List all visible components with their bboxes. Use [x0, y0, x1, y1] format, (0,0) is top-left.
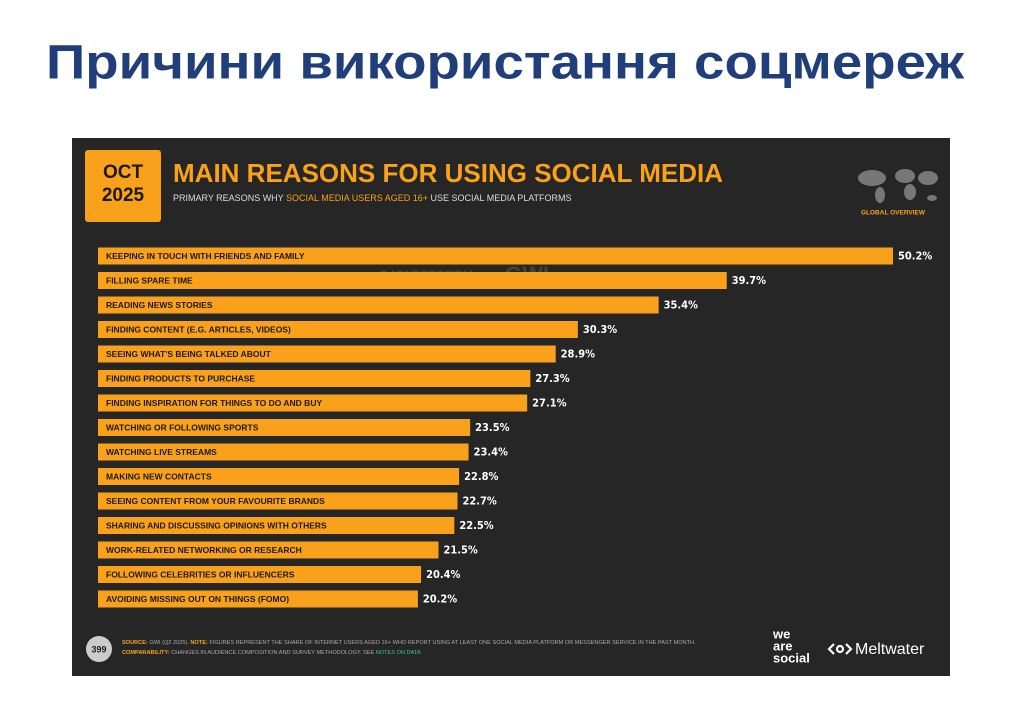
category-label: WATCHING OR FOLLOWING SPORTS: [106, 422, 259, 432]
note-label: NOTE:: [190, 640, 208, 646]
chart-subtitle: PRIMARY REASONS WHY SOCIAL MEDIA USERS A…: [173, 193, 572, 203]
chart-title: MAIN REASONS FOR USING SOCIAL MEDIA: [173, 158, 723, 188]
comparability-label: COMPARABILITY:: [122, 650, 170, 656]
category-label: WORK-RELATED NETWORKING OR RESEARCH: [106, 545, 302, 555]
category-label: MAKING NEW CONTACTS: [106, 471, 212, 481]
bar: [98, 321, 578, 338]
value-label: 39.7%: [732, 274, 766, 287]
bar: [98, 492, 458, 510]
value-label: 27.1%: [532, 397, 566, 410]
page-number: 399: [91, 644, 106, 654]
source-note: SOURCE: GWI (Q2 2025). NOTE: FIGURES REP…: [122, 640, 696, 646]
category-label: AVOIDING MISSING OUT ON THINGS (FOMO): [106, 594, 289, 604]
source: GWI (Q2 2025).: [148, 640, 191, 646]
meltwater-logo: [827, 643, 853, 655]
value-label: 50.2%: [898, 250, 932, 263]
brand-was: social: [773, 650, 810, 665]
bar: [98, 566, 422, 583]
bar: [98, 272, 727, 289]
world-map-icon: [858, 169, 938, 203]
brand-was: we: [772, 626, 790, 641]
value-label: 22.7%: [462, 495, 496, 508]
subtitle-highlight: SOCIAL MEDIA USERS AGED 16+: [286, 193, 428, 203]
brand-meltwater: Meltwater: [855, 641, 925, 658]
value-label: 35.4%: [664, 299, 698, 312]
brand-was: are: [773, 638, 793, 653]
subtitle-part: USE SOCIAL MEDIA PLATFORMS: [428, 193, 572, 203]
bar: [98, 247, 893, 265]
value-label: 23.4%: [474, 446, 508, 459]
category-label: FINDING INSPIRATION FOR THINGS TO DO AND…: [106, 398, 322, 408]
region-label: GLOBAL OVERVIEW: [861, 210, 926, 217]
source-label: SOURCE:: [122, 640, 148, 646]
value-label: 23.5%: [475, 421, 509, 434]
page-badge: [86, 636, 112, 662]
subtitle-part: PRIMARY REASONS WHY: [173, 193, 286, 203]
value-label: 20.2%: [423, 593, 457, 606]
category-label: FOLLOWING CELEBRITIES OR INFLUENCERS: [106, 569, 295, 579]
category-label: READING NEWS STORIES: [106, 300, 213, 310]
value-label: 28.9%: [561, 348, 595, 361]
bar: [98, 419, 471, 436]
bar: [98, 443, 469, 461]
date-badge: [85, 150, 161, 222]
value-label: 21.5%: [443, 544, 477, 557]
badge-year: 2025: [102, 185, 145, 206]
bar: [98, 296, 659, 314]
category-label: FINDING PRODUCTS TO PURCHASE: [106, 373, 255, 383]
comparability: CHANGES IN AUDIENCE COMPOSITION AND SURV…: [170, 650, 376, 656]
bar: [98, 370, 531, 387]
value-label: 22.8%: [464, 470, 498, 483]
bar: [98, 345, 556, 363]
value-label: 30.3%: [583, 323, 617, 336]
value-label: 20.4%: [426, 568, 460, 581]
category-label: SHARING AND DISCUSSING OPINIONS WITH OTH…: [106, 520, 327, 530]
category-label: KEEPING IN TOUCH WITH FRIENDS AND FAMILY: [106, 251, 305, 261]
value-label: 22.5%: [459, 519, 493, 532]
category-label: FINDING CONTENT (E.G. ARTICLES, VIDEOS): [106, 324, 291, 334]
category-label: FILLING SPARE TIME: [106, 275, 193, 285]
bar: [98, 394, 528, 412]
bar: [98, 541, 439, 559]
category-label: WATCHING LIVE STREAMS: [106, 447, 217, 457]
category-label: SEEING WHAT'S BEING TALKED ABOUT: [106, 349, 272, 359]
value-label: 27.3%: [535, 372, 569, 385]
comparability-note: COMPARABILITY: CHANGES IN AUDIENCE COMPO…: [122, 650, 423, 656]
slide-title: Причини використання соцмереж: [46, 37, 965, 90]
bar: [98, 517, 455, 534]
category-label: SEEING CONTENT FROM YOUR FAVOURITE BRAND…: [106, 496, 325, 506]
badge-month: OCT: [103, 162, 144, 183]
bar: [98, 590, 418, 608]
bar: [98, 468, 460, 485]
note: FIGURES REPRESENT THE SHARE OF INTERNET …: [208, 640, 696, 646]
notes-link[interactable]: NOTES ON DATA.: [376, 650, 423, 656]
